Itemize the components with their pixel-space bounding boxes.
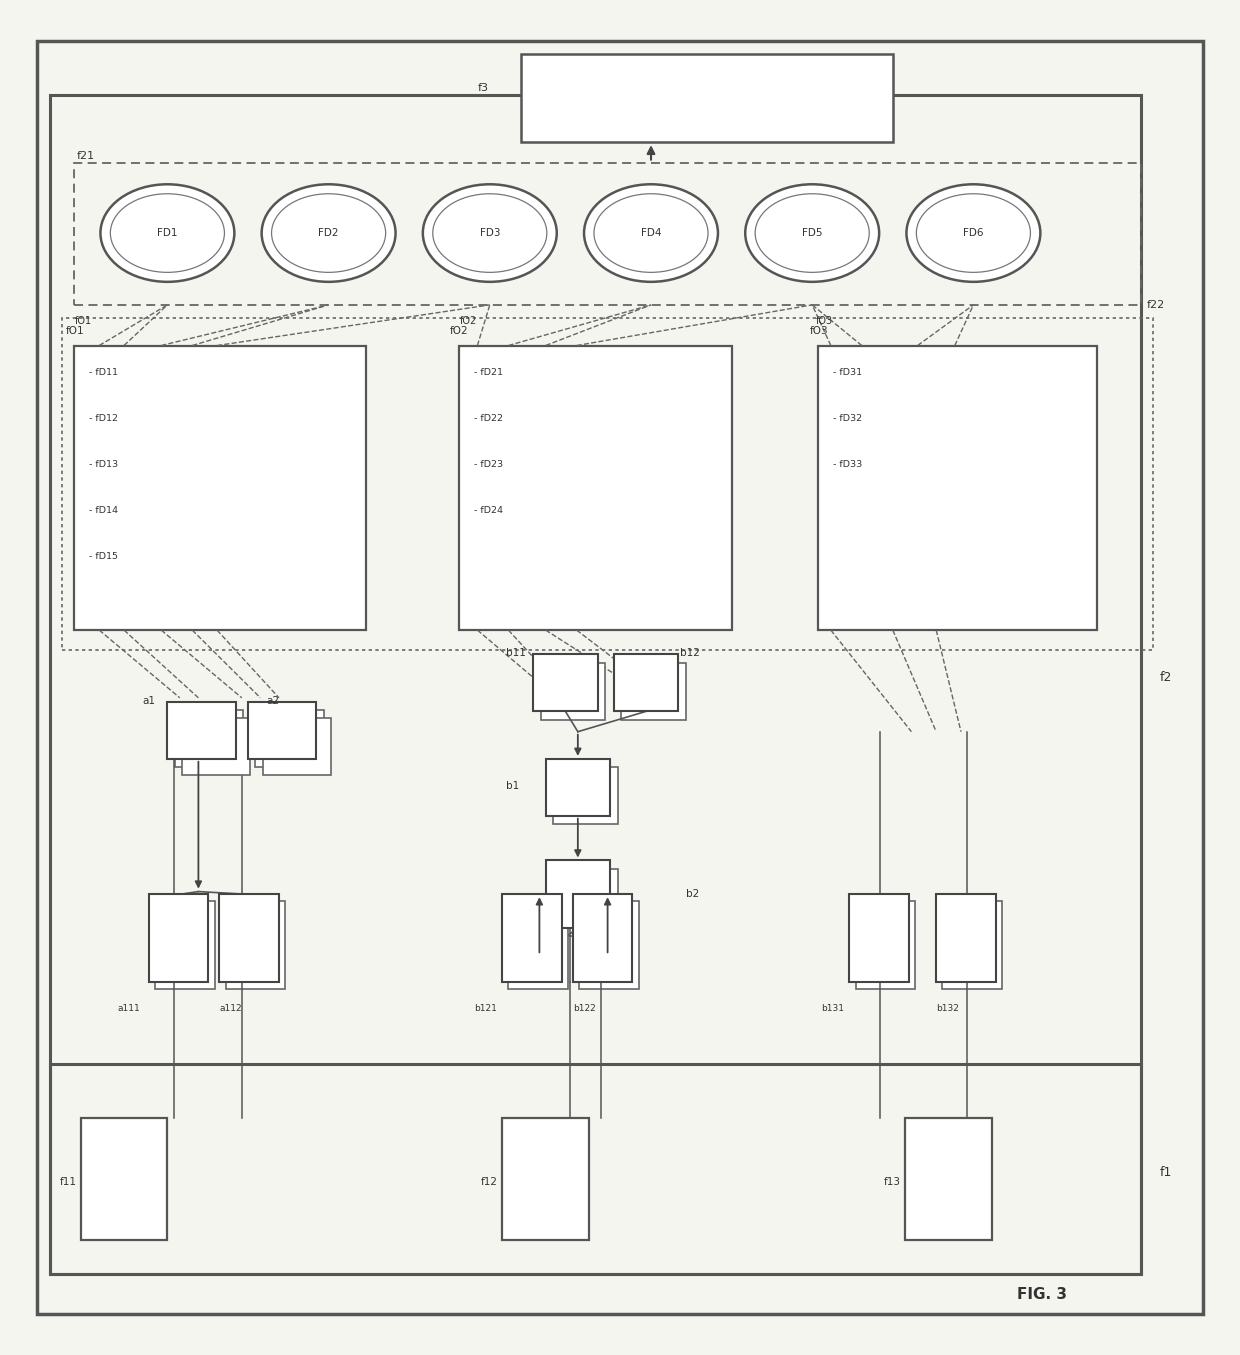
Text: FD6: FD6: [963, 228, 983, 238]
Text: fO2: fO2: [450, 325, 469, 336]
Text: b131: b131: [821, 1004, 844, 1012]
Text: - fD14: - fD14: [89, 507, 118, 515]
Text: a111: a111: [118, 1004, 140, 1012]
Bar: [502, 1118, 589, 1240]
Bar: [546, 759, 610, 816]
Bar: [553, 869, 618, 936]
Bar: [508, 901, 568, 989]
Text: FD3: FD3: [480, 228, 500, 238]
Bar: [219, 894, 279, 982]
Text: b132: b132: [936, 1004, 959, 1012]
Text: - fD11: - fD11: [89, 369, 118, 377]
Bar: [541, 663, 605, 720]
Bar: [74, 163, 1141, 305]
Text: - fD32: - fD32: [833, 415, 862, 423]
Text: b1: b1: [506, 780, 520, 791]
Text: fO3: fO3: [816, 316, 833, 327]
Ellipse shape: [584, 184, 718, 282]
Text: f3: f3: [477, 83, 489, 93]
Bar: [62, 318, 1153, 650]
Text: - fD33: - fD33: [833, 461, 863, 469]
Text: FD4: FD4: [641, 228, 661, 238]
Bar: [502, 894, 562, 982]
Text: b122: b122: [573, 1004, 595, 1012]
Bar: [155, 901, 215, 989]
Bar: [263, 718, 331, 775]
Bar: [942, 901, 1002, 989]
Text: - fD31: - fD31: [833, 369, 862, 377]
Text: f13: f13: [884, 1176, 901, 1187]
Text: - fD24: - fD24: [474, 507, 502, 515]
Text: f11: f11: [60, 1176, 77, 1187]
Text: f12: f12: [481, 1176, 498, 1187]
Text: FIG. 3: FIG. 3: [1017, 1286, 1066, 1302]
Bar: [579, 901, 639, 989]
Bar: [621, 663, 686, 720]
Text: - fD13: - fD13: [89, 461, 118, 469]
Bar: [459, 346, 732, 630]
Text: b2: b2: [686, 889, 699, 900]
Text: FD1: FD1: [157, 228, 177, 238]
Text: a1: a1: [143, 695, 155, 706]
Ellipse shape: [100, 184, 234, 282]
Bar: [905, 1118, 992, 1240]
Bar: [856, 901, 915, 989]
Bar: [573, 894, 632, 982]
Text: a2: a2: [267, 695, 279, 706]
Bar: [553, 767, 618, 824]
Text: fO2: fO2: [460, 316, 477, 327]
Text: f2: f2: [1159, 671, 1172, 684]
Text: - fD21: - fD21: [474, 369, 502, 377]
Bar: [248, 702, 316, 759]
Bar: [149, 894, 208, 982]
Text: - fD22: - fD22: [474, 415, 502, 423]
Text: b12: b12: [680, 648, 699, 659]
Bar: [849, 894, 909, 982]
Bar: [226, 901, 285, 989]
Bar: [533, 654, 598, 711]
Text: FD2: FD2: [319, 228, 339, 238]
Text: fO1: fO1: [66, 325, 84, 336]
Ellipse shape: [906, 184, 1040, 282]
Ellipse shape: [262, 184, 396, 282]
Bar: [936, 894, 996, 982]
Ellipse shape: [745, 184, 879, 282]
Text: f21: f21: [77, 150, 95, 161]
Bar: [175, 710, 243, 767]
Bar: [182, 718, 250, 775]
Text: b121: b121: [474, 1004, 496, 1012]
Text: b11: b11: [506, 648, 526, 659]
Text: - fD12: - fD12: [89, 415, 118, 423]
Bar: [546, 860, 610, 928]
Ellipse shape: [423, 184, 557, 282]
Bar: [818, 346, 1097, 630]
Bar: [81, 1118, 167, 1240]
Text: f22: f22: [1147, 299, 1166, 310]
Text: f1: f1: [1159, 1165, 1172, 1179]
Text: - fD15: - fD15: [89, 553, 118, 561]
Bar: [521, 54, 893, 142]
Bar: [614, 654, 678, 711]
Bar: [50, 1064, 1141, 1274]
Bar: [255, 710, 324, 767]
Bar: [50, 95, 1141, 1274]
Text: fO1: fO1: [74, 316, 92, 327]
Text: FD5: FD5: [802, 228, 822, 238]
Text: - fD23: - fD23: [474, 461, 502, 469]
Text: a112: a112: [219, 1004, 242, 1012]
Bar: [167, 702, 236, 759]
Text: fO3: fO3: [810, 325, 828, 336]
Bar: [74, 346, 366, 630]
